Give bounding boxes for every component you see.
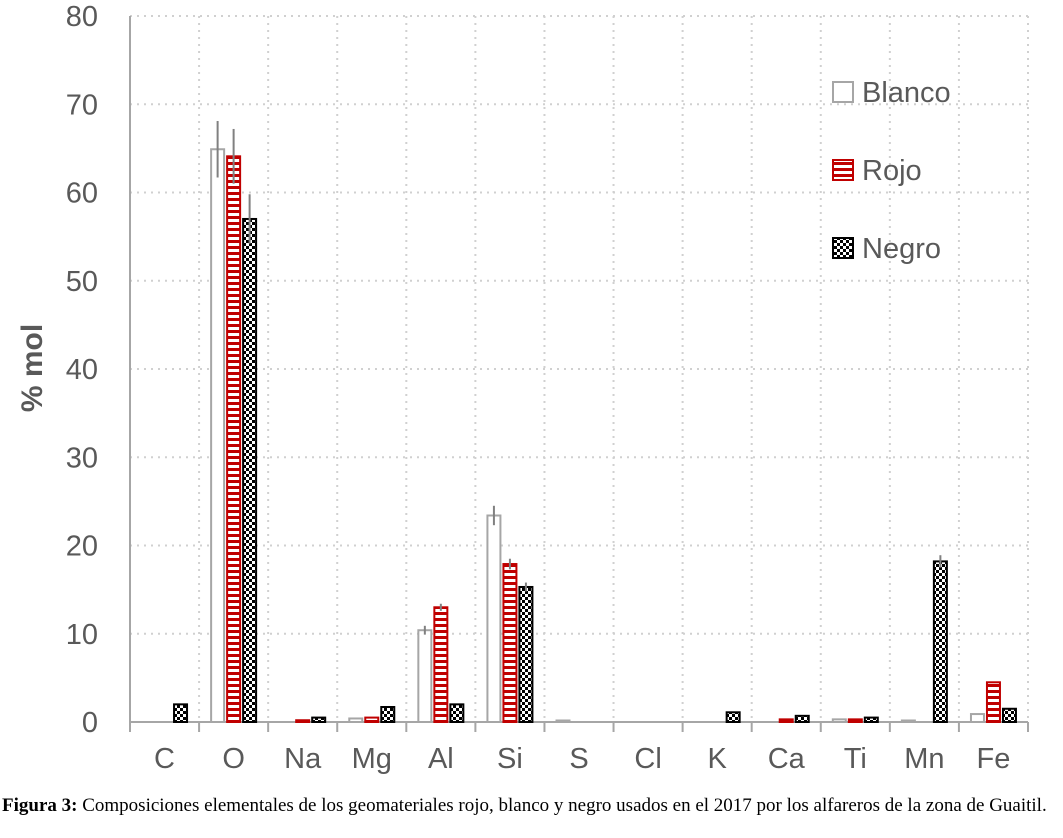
legend-label-rojo: Rojo bbox=[862, 155, 922, 187]
y-tick-label: 30 bbox=[66, 442, 98, 474]
bar-negro-mg bbox=[380, 705, 396, 723]
bar-rojo-o bbox=[226, 155, 242, 723]
y-axis-label: % mol bbox=[16, 324, 49, 412]
axes bbox=[129, 16, 1029, 732]
x-tick-label: Na bbox=[284, 743, 322, 775]
bar-blanco-fe bbox=[969, 713, 985, 723]
x-tick-label: S bbox=[569, 743, 588, 775]
y-tick-label: 10 bbox=[66, 619, 98, 651]
bar-negro-si bbox=[518, 585, 534, 723]
legend-swatch-blanco bbox=[832, 81, 854, 103]
x-tick-label: Ti bbox=[844, 743, 867, 775]
legend-swatch-rojo bbox=[832, 159, 854, 181]
bar-blanco-s bbox=[555, 719, 571, 723]
x-tick-label: Ca bbox=[768, 743, 806, 775]
y-tick-label: 40 bbox=[66, 354, 98, 386]
legend-label-negro: Negro bbox=[862, 233, 941, 265]
bars bbox=[173, 121, 1017, 724]
bar-negro-na bbox=[311, 716, 327, 724]
bar-blanco-al bbox=[417, 629, 433, 723]
bar-rojo-ti bbox=[847, 718, 863, 723]
y-tick-label: 0 bbox=[82, 707, 98, 739]
y-tick-label: 70 bbox=[66, 89, 98, 121]
x-tick-label: Si bbox=[497, 743, 523, 775]
bar-blanco-ti bbox=[831, 718, 847, 723]
bar-negro-ti bbox=[863, 716, 879, 724]
x-tick-label: C bbox=[154, 743, 175, 775]
bar-rojo-na bbox=[295, 719, 311, 723]
legend: Blanco Rojo Negro bbox=[832, 77, 951, 265]
x-tick-label: Fe bbox=[977, 743, 1011, 775]
y-tick-label: 80 bbox=[66, 1, 98, 33]
bar-rojo-si bbox=[502, 563, 518, 723]
bar-negro-fe bbox=[1001, 707, 1017, 724]
bar-negro-mn bbox=[932, 560, 948, 724]
grid bbox=[130, 15, 1029, 722]
bar-blanco-mn bbox=[900, 719, 916, 723]
bar-negro-c bbox=[173, 703, 189, 723]
y-tick-label: 60 bbox=[66, 178, 98, 210]
x-tick-label: Cl bbox=[634, 743, 661, 775]
x-tick-label: Mn bbox=[904, 743, 944, 775]
bar-negro-k bbox=[725, 711, 741, 723]
bar-rojo-mg bbox=[364, 716, 380, 724]
bar-rojo-al bbox=[433, 606, 449, 724]
bar-negro-al bbox=[449, 703, 465, 723]
bar-blanco-mg bbox=[348, 717, 364, 723]
y-tick-label: 20 bbox=[66, 531, 98, 563]
bar-rojo-ca bbox=[778, 718, 794, 723]
x-tick-label: Al bbox=[428, 743, 454, 775]
tick-labels: 0 10 20 30 40 50 60 70 80 C O Na Mg Al Si S Cl K Ca Ti Mn Fe bbox=[66, 1, 1011, 775]
y-tick-label: 50 bbox=[66, 266, 98, 298]
x-tick-label: K bbox=[707, 743, 727, 775]
x-tick-label: O bbox=[222, 743, 245, 775]
bar-rojo-fe bbox=[985, 681, 1001, 723]
bar-negro-ca bbox=[794, 714, 810, 724]
bar-blanco-o bbox=[210, 148, 226, 723]
bar-negro-o bbox=[242, 217, 258, 723]
caption-text: Composiciones elementales de los geomate… bbox=[77, 795, 1047, 816]
legend-swatch-negro bbox=[832, 237, 854, 259]
figure-caption: Figura 3: Composiciones elementales de l… bbox=[2, 795, 1060, 817]
x-tick-label: Mg bbox=[352, 743, 392, 775]
caption-label: Figura 3: bbox=[2, 795, 78, 816]
bar-blanco-si bbox=[486, 514, 502, 723]
legend-label-blanco: Blanco bbox=[862, 77, 951, 109]
